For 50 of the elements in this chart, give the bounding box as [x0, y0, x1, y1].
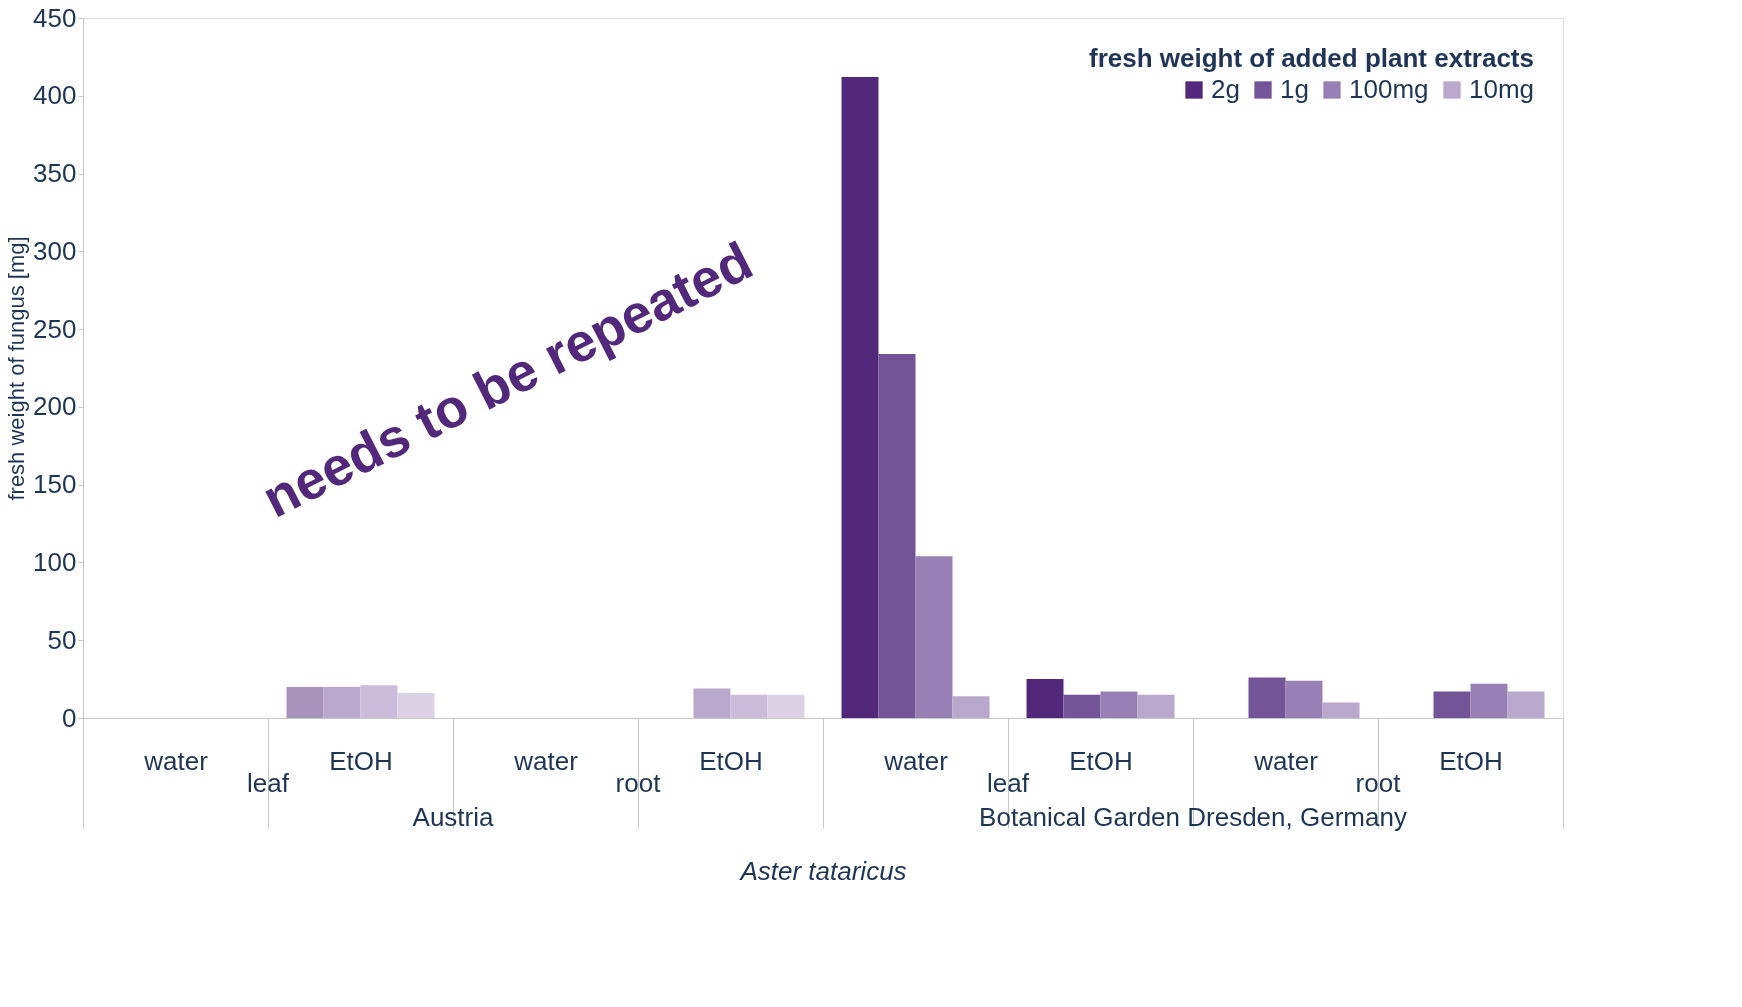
y-tick-label: 100 [33, 546, 77, 577]
legend-label: 10mg [1469, 74, 1535, 104]
x-tick-label: EtOH [699, 745, 763, 776]
bar [878, 354, 916, 718]
x-tick-label: EtOH [329, 745, 393, 776]
bar [1248, 677, 1286, 718]
bar [730, 694, 768, 718]
text: root [615, 768, 662, 798]
bar [1137, 694, 1175, 718]
bar [1433, 691, 1471, 718]
x-tick-label: water [883, 745, 949, 776]
text: leaf [987, 768, 1030, 798]
x-axis-title: Aster tataricus [738, 856, 907, 886]
legend-label: 1g [1280, 74, 1309, 104]
legend-label: 100mg [1349, 74, 1429, 104]
x-tick-label: water [143, 745, 209, 776]
bar [1470, 683, 1508, 718]
text: leaf [247, 768, 290, 798]
text: root [1355, 768, 1402, 798]
y-tick-label: 50 [47, 624, 77, 655]
bar [952, 696, 990, 718]
y-tick-label: 300 [33, 235, 77, 266]
y-tick-label: 200 [33, 391, 77, 422]
text: Botanical Garden Dresden, Germany [979, 802, 1407, 832]
y-tick-label: 350 [33, 158, 77, 189]
bar [360, 685, 398, 718]
text: Austria [412, 802, 494, 832]
y-tick-label: 0 [62, 702, 77, 733]
bar [1026, 679, 1064, 718]
bar [841, 77, 879, 718]
bar [286, 686, 324, 718]
bar [1285, 680, 1323, 718]
y-tick-label: 150 [33, 469, 77, 500]
y-axis-title: fresh weight of fungus [mg] [4, 236, 30, 501]
bar [397, 693, 435, 718]
x-tick-label: EtOH [1069, 745, 1133, 776]
bar [767, 694, 805, 718]
bar [1507, 691, 1545, 718]
y-tick-label: 400 [33, 80, 77, 111]
x-tick-label: water [1253, 745, 1319, 776]
x-tick-label: EtOH [1439, 745, 1503, 776]
legend-title: fresh weight of added plant extracts [1089, 43, 1534, 73]
bar [1063, 694, 1101, 718]
legend-label: 2g [1211, 74, 1240, 104]
y-tick-label: 450 [33, 2, 77, 33]
bar [1322, 702, 1360, 718]
bar [1100, 691, 1138, 718]
x-tick-label: water [513, 745, 579, 776]
y-tick-label: 250 [33, 313, 77, 344]
bar [915, 556, 953, 718]
